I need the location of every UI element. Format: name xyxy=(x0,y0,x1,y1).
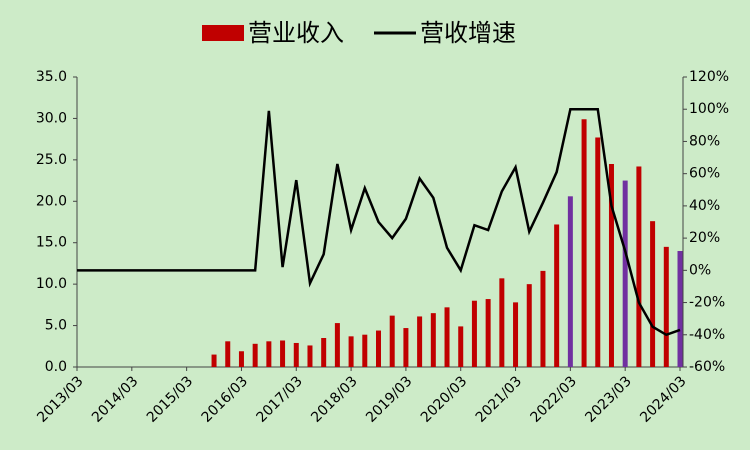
x-tick-label: 2019/03 xyxy=(363,373,415,425)
x-tick-label: 2020/03 xyxy=(418,373,470,425)
legend-label: 营收增速 xyxy=(420,19,516,47)
bar xyxy=(663,246,669,367)
y-tick-label: 10.0 xyxy=(36,276,67,292)
bar xyxy=(362,334,368,367)
bar xyxy=(266,341,272,367)
bar xyxy=(321,338,327,367)
bar xyxy=(417,316,423,367)
bar xyxy=(430,313,436,367)
y2-tick-label: 60% xyxy=(689,166,720,182)
y-tick-label: 35.0 xyxy=(36,69,67,85)
y-tick-label: 5.0 xyxy=(45,318,67,334)
bar xyxy=(595,137,601,367)
bar xyxy=(334,323,340,367)
bar xyxy=(307,345,313,367)
y-tick-label: 25.0 xyxy=(36,152,67,168)
bar xyxy=(211,354,217,367)
line xyxy=(77,107,681,337)
y-tick-label: 0.0 xyxy=(45,359,67,375)
x-tick-label: 2018/03 xyxy=(308,373,360,425)
bar xyxy=(513,302,519,367)
y2-tick-label: -40% xyxy=(689,327,725,343)
y-tick-label: 30.0 xyxy=(36,110,67,126)
bar xyxy=(403,328,409,367)
y2-tick-label: 0% xyxy=(689,262,711,278)
x-tick-label: 2021/03 xyxy=(473,373,525,425)
bar xyxy=(554,224,560,367)
y-tick-label: 20.0 xyxy=(36,193,67,209)
y2-tick-label: 100% xyxy=(689,101,729,117)
bar xyxy=(499,278,505,367)
bar xyxy=(376,330,381,367)
y2-tick-label: -60% xyxy=(689,359,725,375)
legend-label: 营业收入 xyxy=(248,19,344,47)
bar xyxy=(677,251,683,367)
y2-tick-label: -20% xyxy=(689,295,725,311)
bar xyxy=(280,340,286,367)
y-tick-label: 15.0 xyxy=(36,235,67,251)
bar xyxy=(444,307,450,367)
x-tick-label: 2022/03 xyxy=(528,373,580,425)
x-tick-label: 2017/03 xyxy=(253,373,305,425)
y2-tick-label: 40% xyxy=(689,198,720,214)
x-tick-label: 2013/03 xyxy=(34,373,86,425)
legend-swatch xyxy=(202,25,244,41)
bar xyxy=(526,284,532,367)
bar xyxy=(458,326,464,367)
bar xyxy=(540,270,546,367)
y2-tick-label: 120% xyxy=(689,69,729,85)
bar xyxy=(567,196,573,367)
bar xyxy=(622,180,628,367)
bar xyxy=(608,164,614,367)
bar xyxy=(581,119,587,367)
x-tick-label: 2014/03 xyxy=(89,373,141,425)
x-tick-label: 2023/03 xyxy=(582,373,634,425)
bar xyxy=(225,341,231,367)
y2-tick-label: 20% xyxy=(689,230,720,246)
y2-tick-label: 80% xyxy=(689,133,720,149)
bar xyxy=(485,299,491,367)
x-tick-label: 2015/03 xyxy=(144,373,196,425)
bar xyxy=(636,166,642,367)
bar xyxy=(252,343,258,367)
bar xyxy=(293,342,299,367)
bar xyxy=(238,351,244,367)
x-tick-label: 2016/03 xyxy=(199,373,251,425)
bar xyxy=(389,315,395,367)
bar xyxy=(348,336,354,367)
bar xyxy=(471,300,477,367)
x-tick-label: 2024/03 xyxy=(637,373,689,425)
bar xyxy=(650,221,656,367)
